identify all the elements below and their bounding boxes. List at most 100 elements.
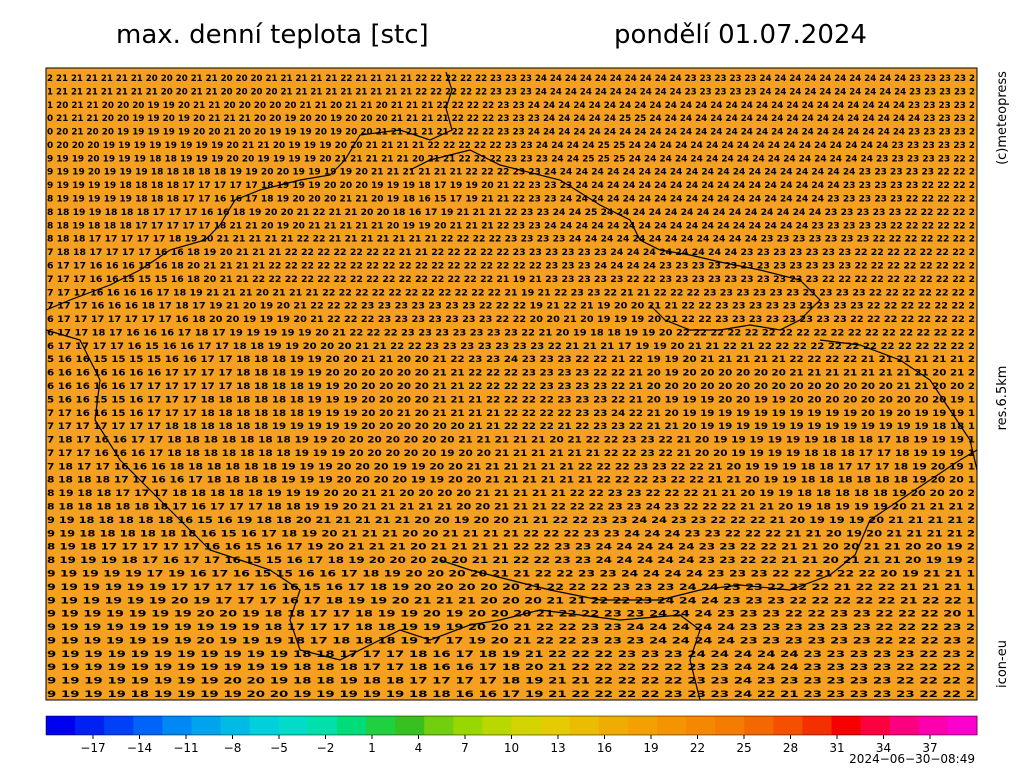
value-row: 7 17 17 16 16 16 16 17 18 19 21 21 21 20… (47, 288, 975, 298)
map-area (46, 68, 977, 700)
colorbar-tick-label: −17 (80, 741, 105, 755)
value-grid: 2 21 21 21 21 21 21 20 20 20 21 21 20 20… (47, 74, 975, 700)
colorbar-tick-label: 16 (597, 741, 612, 755)
value-row: 1 20 21 21 20 20 20 19 19 20 21 21 20 20… (47, 101, 975, 111)
colorbar-swatch (686, 716, 716, 735)
colorbar-tick-label: 22 (690, 741, 705, 755)
model-name: icon-eu (995, 640, 1010, 688)
value-row: 9 19 19 19 19 19 19 19 20 20 19 18 18 19… (47, 677, 975, 687)
colorbar-swatch (569, 716, 600, 735)
colorbar-swatch (860, 716, 891, 735)
value-row: 6 17 17 17 17 17 17 17 16 18 20 20 19 19… (47, 315, 975, 325)
colorbar-swatch (482, 716, 512, 735)
value-row: 9 19 19 19 19 18 18 18 18 17 17 17 17 17… (47, 181, 975, 191)
colorbar-tick-label: 34 (876, 741, 891, 755)
value-row: 8 18 18 18 18 18 18 17 16 17 17 17 18 18… (47, 503, 975, 513)
map-date: pondělí 01.07.2024 (614, 20, 867, 50)
colorbar-swatch (191, 716, 222, 735)
value-row: 9 19 19 19 19 19 19 20 19 19 19 18 17 18… (47, 636, 975, 646)
colorbar-swatch (424, 716, 454, 735)
colorbar-swatch (453, 716, 483, 735)
value-row: 5 16 16 15 15 16 17 17 17 18 18 18 18 18… (47, 395, 975, 405)
colorbar-swatch (278, 716, 309, 735)
value-row: 7 17 17 16 16 16 17 18 18 18 18 18 18 18… (47, 449, 975, 459)
map-frame (45, 67, 978, 701)
colorbar-tick-label: −2 (317, 741, 335, 755)
colorbar-swatch (307, 716, 338, 735)
value-row: 9 19 19 19 19 19 19 19 19 19 19 18 18 17… (47, 650, 975, 660)
colorbar-swatch (947, 716, 978, 735)
value-row: 5 16 16 15 15 15 15 16 16 17 17 18 18 18… (47, 355, 975, 365)
value-row: 6 17 17 16 16 16 15 16 18 20 21 21 21 21… (47, 261, 975, 271)
value-row: 8 18 19 18 18 18 17 17 17 17 17 18 21 21… (47, 221, 975, 231)
border (439, 449, 978, 601)
value-row: 8 18 19 19 18 18 18 17 17 17 16 16 18 19… (47, 208, 975, 218)
border (45, 71, 453, 311)
value-row: 7 17 17 16 16 16 18 17 18 17 19 21 20 19… (47, 302, 975, 312)
value-row: 0 21 21 21 20 20 19 19 20 19 20 21 21 21… (47, 114, 975, 124)
map-title: max. denní teplota [stc] (116, 20, 429, 50)
value-row: 2 21 21 21 21 21 21 20 20 20 21 21 20 20… (47, 74, 975, 84)
colorbar-swatch (46, 716, 76, 735)
value-row: 8 19 18 18 17 17 17 18 18 18 18 18 19 19… (47, 489, 975, 499)
value-row: 6 17 17 17 17 16 15 16 16 17 17 18 18 19… (47, 342, 975, 352)
value-row: 8 18 18 17 17 17 17 17 18 19 20 21 21 21… (47, 235, 975, 245)
value-row: 7 18 17 17 16 16 16 18 18 18 18 18 18 19… (47, 462, 975, 472)
value-row: 6 16 16 16 16 16 16 17 17 17 17 18 18 18… (47, 369, 975, 379)
value-row: 9 19 19 19 19 17 19 16 17 16 15 15 16 16… (47, 569, 975, 579)
resolution: res.6.5km (995, 366, 1010, 431)
colorbar-swatch (133, 716, 163, 735)
value-row: 7 17 16 16 15 16 17 17 17 18 18 18 18 18… (47, 409, 975, 419)
colorbar-swatch (104, 716, 134, 735)
colorbar-tick-label: 10 (504, 741, 519, 755)
border (45, 329, 701, 701)
colorbar-swatch (918, 716, 949, 735)
value-row: 7 17 17 17 17 17 17 18 18 18 18 18 18 19… (47, 422, 975, 432)
value-row: 9 19 19 19 19 19 20 19 17 17 17 16 17 18… (47, 596, 975, 606)
colorbar: −17 −14 −11 −8 −5 −2 1 4 7 10 13 16 19 22 25 28 31 34 37 (45, 715, 978, 755)
colorbar-swatch (831, 716, 862, 735)
colorbar-swatch (773, 716, 803, 735)
colorbar-swatch (366, 716, 396, 735)
value-row: 8 19 18 17 17 17 17 17 16 16 15 16 17 19… (47, 543, 975, 553)
borders (45, 71, 978, 701)
value-row: 7 17 17 16 16 15 15 15 16 18 20 21 21 22… (47, 275, 975, 285)
value-row: 9 19 19 19 19 19 19 19 19 19 18 17 17 17… (47, 623, 975, 633)
value-row: 8 19 19 19 19 19 18 18 18 17 17 16 16 17… (47, 195, 975, 205)
colorbar-swatch (162, 716, 192, 735)
border (409, 149, 821, 331)
colorbar-tick-label: 25 (736, 741, 751, 755)
value-row: 6 17 17 18 17 16 16 16 17 18 17 19 19 19… (47, 328, 975, 338)
value-row: 9 19 19 20 19 19 19 18 18 19 19 19 20 20… (47, 154, 975, 164)
value-row: 8 18 18 18 17 17 16 16 17 18 18 18 18 19… (47, 476, 975, 486)
value-row: 9 19 19 19 19 19 19 19 19 19 19 18 18 18… (47, 663, 975, 673)
colorbar-swatch (598, 716, 629, 735)
colorbar-tick-label: −14 (127, 741, 152, 755)
colorbar-swatch (395, 716, 425, 735)
colorbar-tick-label: −5 (270, 741, 288, 755)
colorbar-tick-label: 37 (922, 741, 937, 755)
colorbar-swatch (744, 716, 774, 735)
value-row: 1 21 21 21 21 21 21 21 20 20 21 21 20 20… (47, 87, 975, 97)
value-row: 9 19 19 19 18 19 19 19 19 20 20 19 19 19… (47, 690, 975, 700)
colorbar-swatch (511, 716, 542, 735)
colorbar-tick-label: −11 (173, 741, 198, 755)
value-row: 7 18 18 17 17 17 17 16 16 18 19 20 21 21… (47, 248, 975, 258)
value-row: 9 19 19 19 19 19 17 17 17 17 16 16 15 16… (47, 583, 975, 593)
value-row: 8 19 19 19 18 17 16 17 17 16 15 15 16 17… (47, 556, 975, 566)
colorbar-tick-label: 7 (461, 741, 469, 755)
colorbar-tick-label: 28 (783, 741, 798, 755)
value-row: 9 19 19 20 19 19 19 18 18 18 18 18 19 19… (47, 168, 975, 178)
colorbar-swatch (802, 716, 833, 735)
colorbar-swatch (540, 716, 571, 735)
colorbar-swatch (889, 716, 920, 735)
colorbar-tick-label: 19 (643, 741, 658, 755)
colorbar-tick-label: 31 (829, 741, 844, 755)
value-row: 0 20 21 20 20 19 19 19 19 19 20 20 21 20… (47, 128, 975, 138)
colorbar-swatch (75, 716, 105, 735)
colorbar-swatch (249, 716, 280, 735)
colorbar-tick-label: −8 (224, 741, 242, 755)
value-row: 0 20 20 20 19 19 19 19 19 19 19 19 20 21… (47, 141, 975, 151)
timestamp: 2024−06−30−08:49 (849, 752, 975, 766)
